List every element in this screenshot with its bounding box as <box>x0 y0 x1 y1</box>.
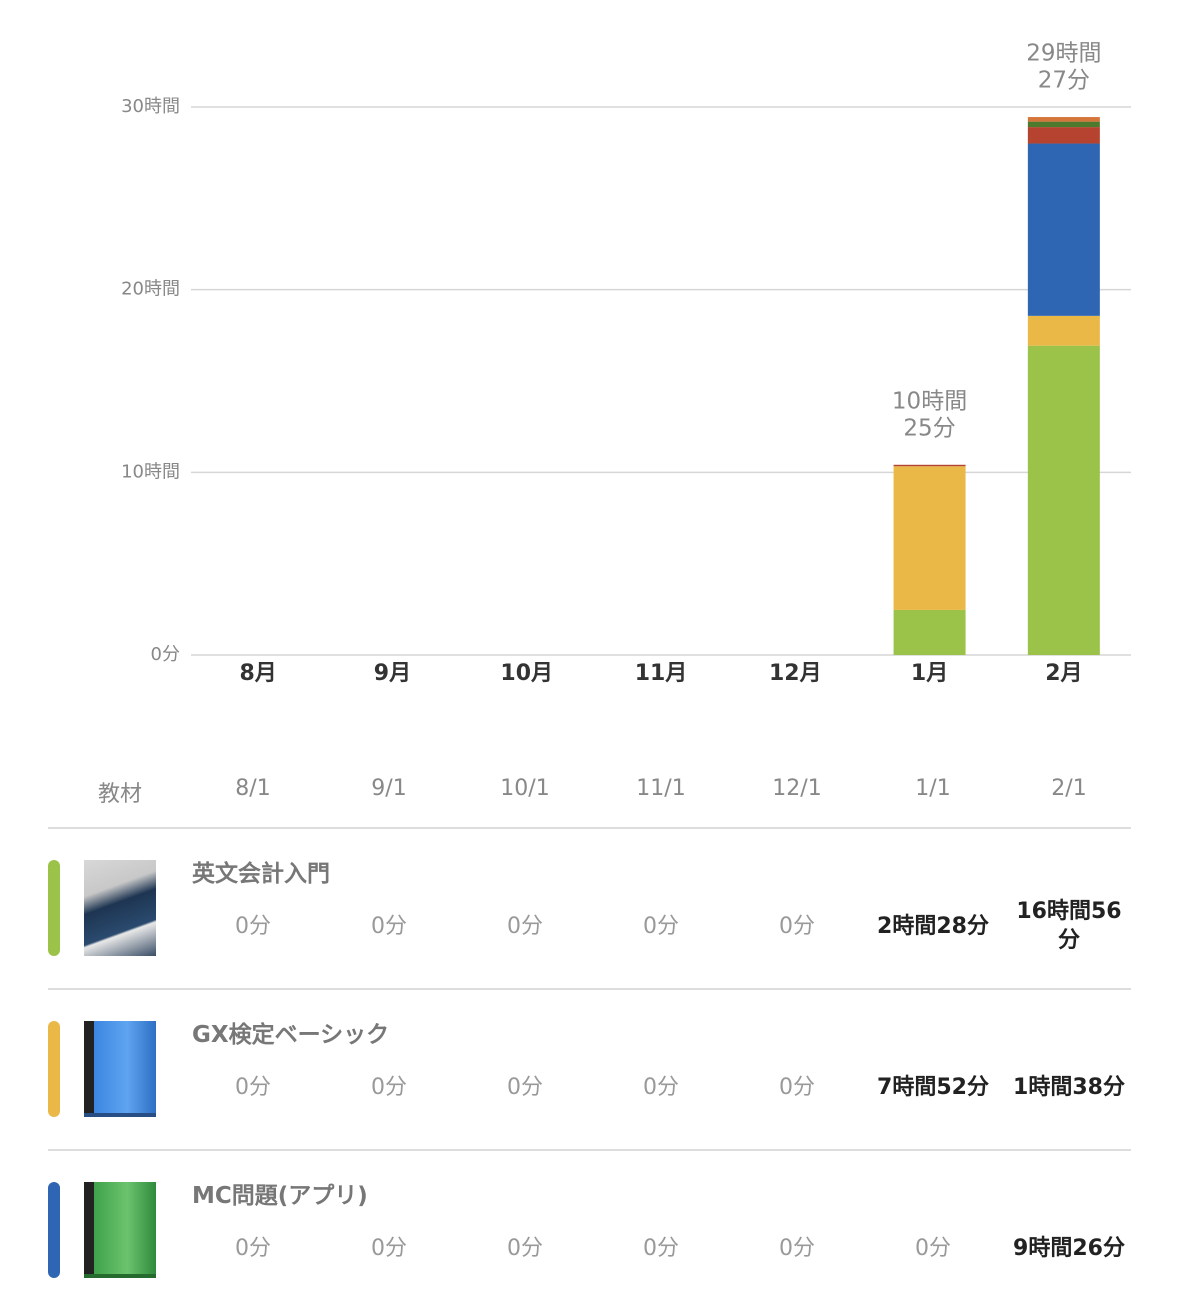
bar-segment <box>893 466 966 610</box>
time-cell: 0分 <box>915 1235 951 1261</box>
time-cell: 2時間28分 <box>877 913 989 939</box>
time-cell: 0分 <box>779 1074 815 1100</box>
bar-segment <box>1027 315 1100 346</box>
column-header: 12/1 <box>772 776 822 801</box>
column-header: 2/1 <box>1051 776 1087 801</box>
y-tick-label: 30時間 <box>121 96 180 117</box>
bar-segment <box>1027 121 1100 128</box>
time-cell: 0分 <box>507 1074 543 1100</box>
x-tick-label: 8月 <box>239 661 276 686</box>
time-cell: 1時間38分 <box>1013 1074 1125 1100</box>
time-cell: 0分 <box>235 1074 271 1100</box>
bar-segment <box>1027 127 1100 144</box>
bar-segment <box>1027 117 1100 122</box>
divider <box>48 827 1131 829</box>
total-label: 27分 <box>1038 68 1090 94</box>
bar-segment <box>893 609 966 655</box>
time-cell: 0分 <box>371 1235 407 1261</box>
time-cell: 0分 <box>235 1235 271 1261</box>
time-cell: 0分 <box>643 1235 679 1261</box>
total-label: 10時間 <box>892 388 967 414</box>
divider <box>48 1149 1131 1151</box>
material-name: 英文会計入門 <box>192 861 330 887</box>
material-name: GX検定ベーシック <box>192 1022 390 1048</box>
bar-segment <box>893 464 966 467</box>
row-color <box>48 860 60 956</box>
x-tick-label: 12月 <box>769 661 822 686</box>
y-tick-label: 10時間 <box>121 461 180 482</box>
thumbnail <box>84 1182 156 1278</box>
time-cell: 9時間26分 <box>1013 1235 1125 1261</box>
time-cell: 0分 <box>507 913 543 939</box>
time-cell: 0分 <box>235 913 271 939</box>
time-cell: 0分 <box>371 1074 407 1100</box>
row-color <box>48 1182 60 1278</box>
column-header: 教材 <box>97 782 142 807</box>
x-tick-label: 2月 <box>1045 661 1082 686</box>
column-header: 9/1 <box>371 776 407 801</box>
time-cell: 0分 <box>779 1235 815 1261</box>
divider <box>48 988 1131 990</box>
material-name: MC問題(アプリ) <box>192 1183 368 1209</box>
x-tick-label: 9月 <box>374 661 411 686</box>
total-label: 29時間 <box>1026 41 1101 67</box>
column-header: 1/1 <box>915 776 951 801</box>
time-cell: 0分 <box>507 1235 543 1261</box>
bar-segment <box>1027 143 1100 316</box>
total-label: 25分 <box>903 415 955 441</box>
bar-segment <box>1027 345 1100 655</box>
time-cell: 16時間56分 <box>1016 899 1122 953</box>
y-tick-label: 20時間 <box>121 279 180 300</box>
time-cell: 0分 <box>643 1074 679 1100</box>
x-tick-label: 10月 <box>500 661 553 686</box>
time-cell: 7時間52分 <box>877 1074 989 1100</box>
time-cell: 0分 <box>371 913 407 939</box>
column-header: 11/1 <box>636 776 686 801</box>
row-color <box>48 1021 60 1117</box>
column-header: 8/1 <box>235 776 271 801</box>
thumbnail <box>84 860 156 956</box>
thumbnail <box>84 1021 156 1117</box>
x-tick-label: 1月 <box>911 661 948 686</box>
y-tick-label: 0分 <box>151 644 180 665</box>
time-cell: 0分 <box>643 913 679 939</box>
x-tick-label: 11月 <box>635 661 688 686</box>
time-cell: 0分 <box>779 913 815 939</box>
column-header: 10/1 <box>500 776 550 801</box>
